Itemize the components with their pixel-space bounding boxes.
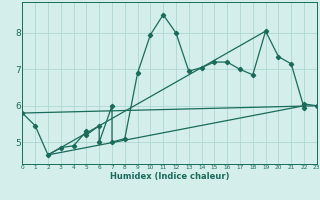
X-axis label: Humidex (Indice chaleur): Humidex (Indice chaleur) bbox=[110, 172, 229, 181]
